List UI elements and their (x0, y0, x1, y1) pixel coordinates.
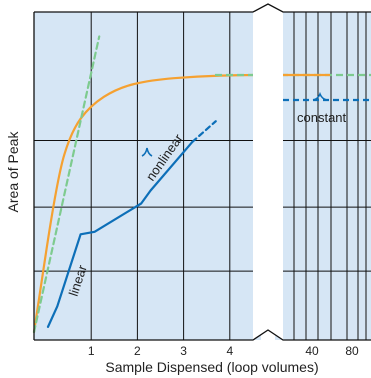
series-label-constant: constant (297, 110, 347, 125)
plot-background-main (34, 12, 261, 340)
x-axis-title: Sample Dispensed (loop volumes) (105, 359, 318, 375)
series-line-4 (32, 35, 101, 334)
y-axis-title: Area of Peak (5, 131, 21, 213)
plot-background-extended (275, 12, 371, 340)
series-line-3 (191, 120, 217, 143)
series-line-1 (32, 73, 269, 334)
axis-break-top (34, 3, 371, 13)
brace-nonlinear (141, 147, 153, 157)
x-tick-label: 80 (345, 344, 359, 358)
x-tick-label: 3 (180, 344, 187, 358)
gridlines (34, 12, 371, 340)
brace-constant (312, 91, 328, 101)
axis-break-bottom (34, 329, 371, 341)
x-tick-label: 40 (305, 344, 319, 358)
series-layer (32, 35, 371, 334)
axis-break-gap (253, 4, 283, 340)
x-tick-label: 1 (88, 344, 95, 358)
x-tick-label: 4 (226, 344, 233, 358)
x-tick-label: 2 (134, 344, 141, 358)
tick-labels: 1 2 3 4 40 80 (88, 344, 359, 358)
series-line-2 (46, 140, 194, 328)
